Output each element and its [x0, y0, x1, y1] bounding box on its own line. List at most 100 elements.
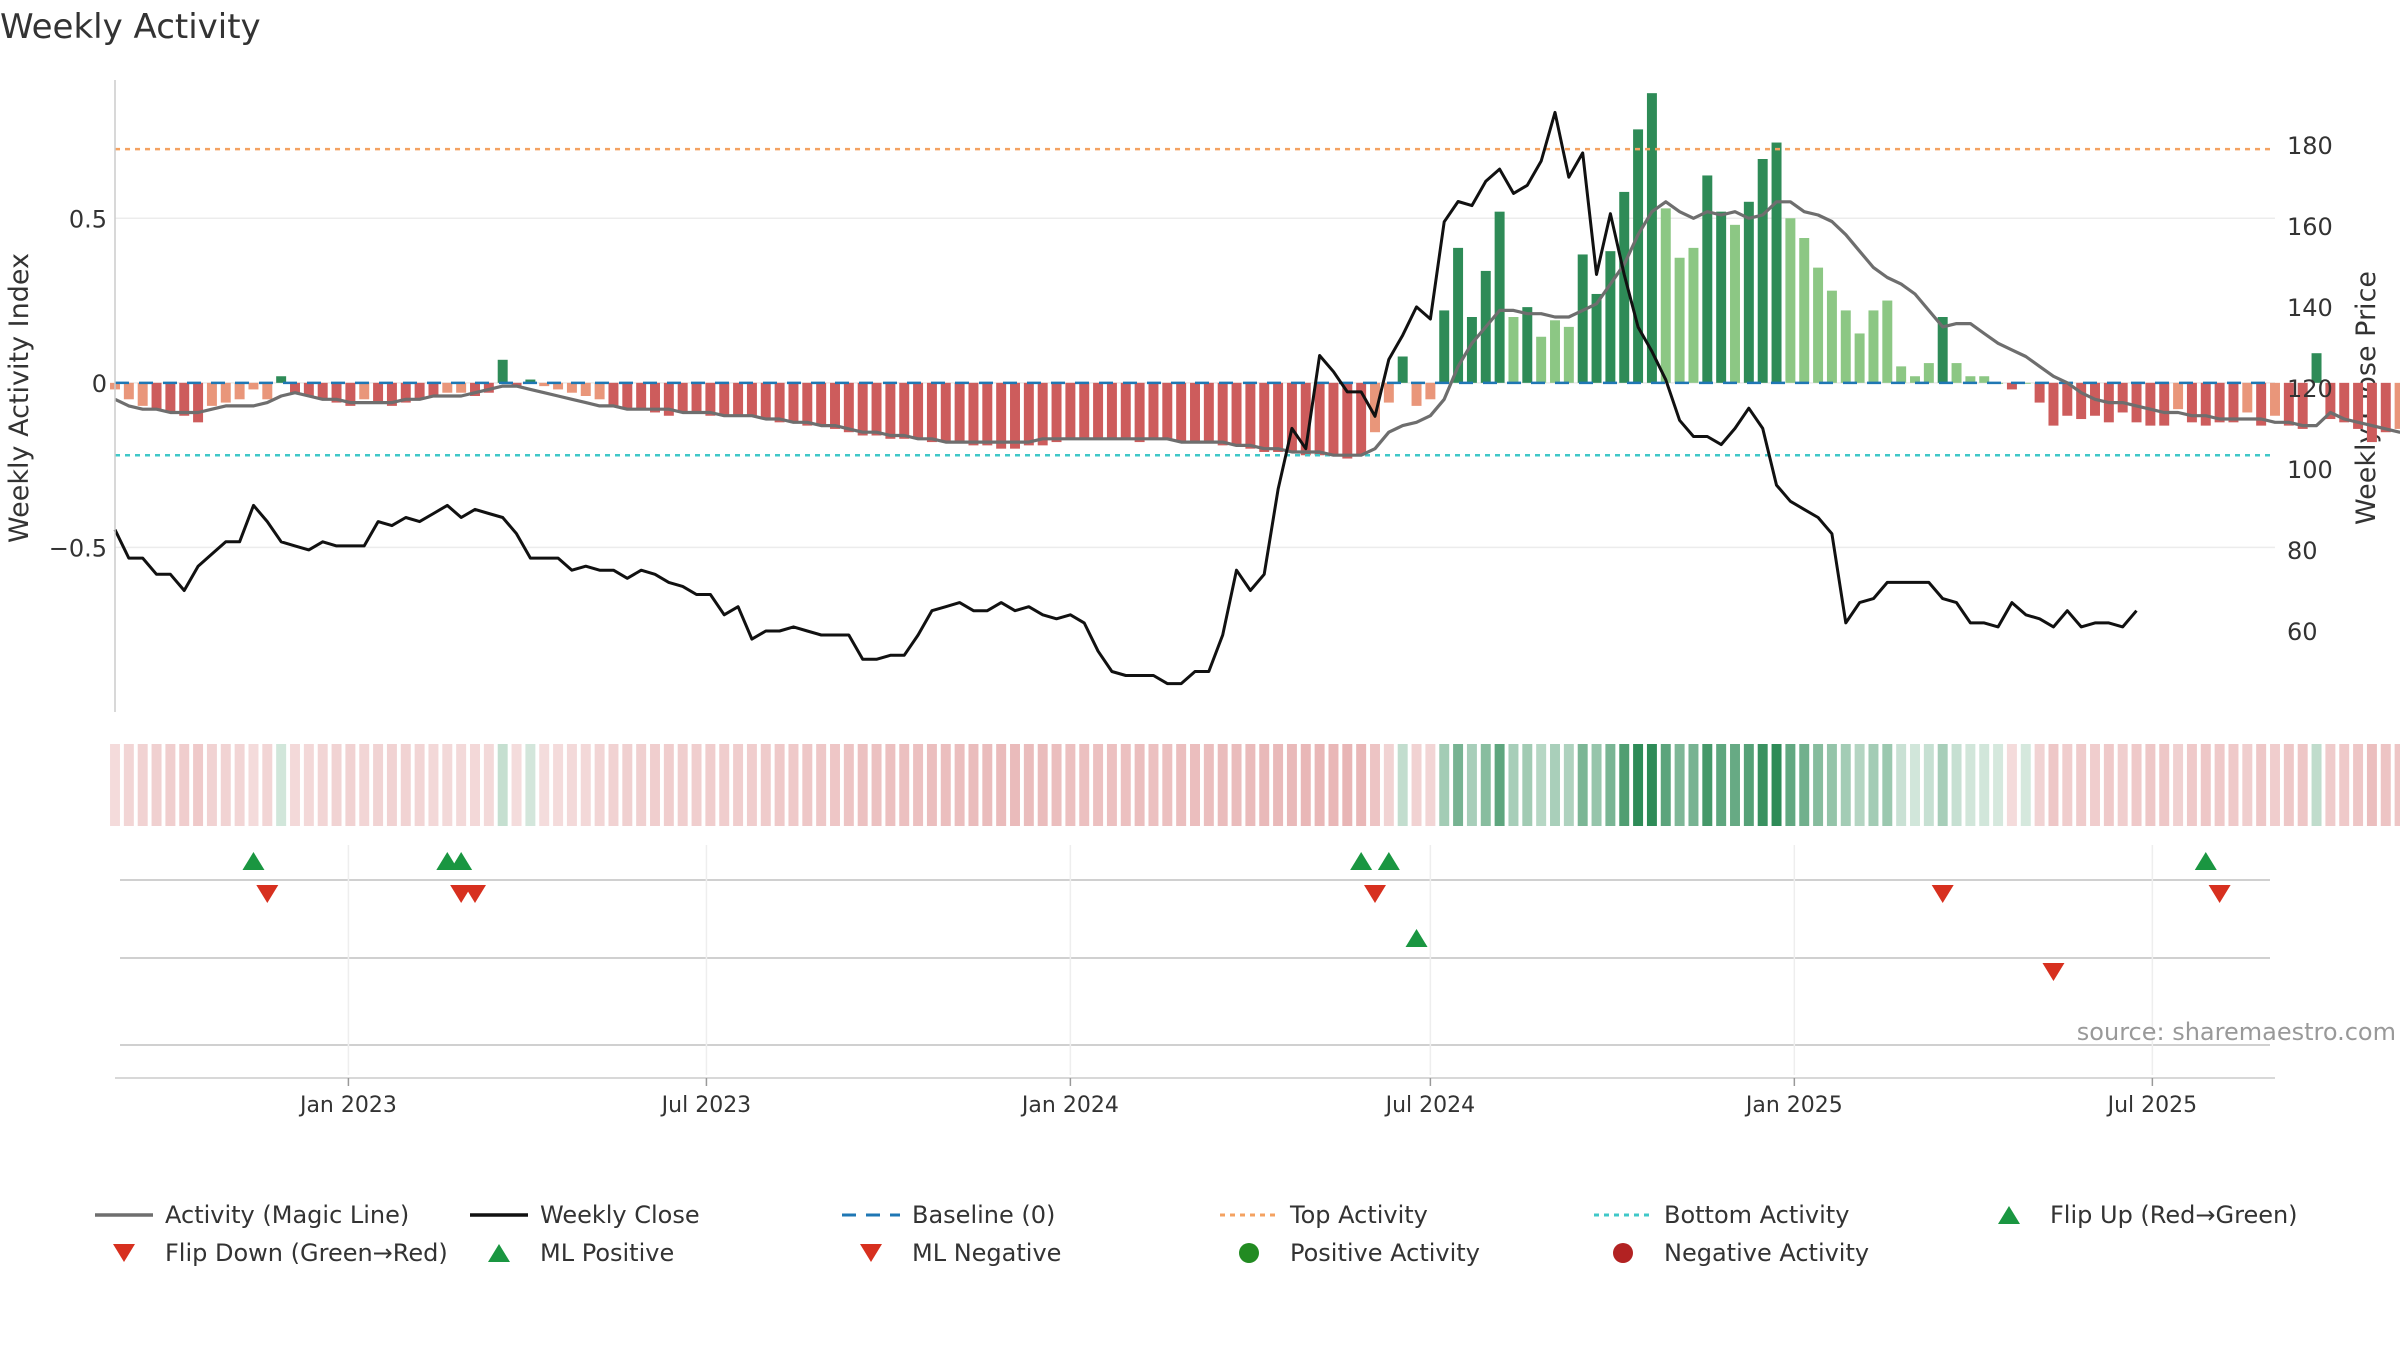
heat-cell — [165, 744, 176, 826]
heat-cell — [968, 744, 979, 826]
heat-cell — [1286, 744, 1297, 826]
activity-bar — [2311, 353, 2322, 383]
legend-label: Negative Activity — [1664, 1239, 1870, 1267]
legend-item: Top Activity — [1218, 1198, 1428, 1232]
activity-bar — [1757, 159, 1768, 383]
heat-cell — [1619, 744, 1630, 826]
activity-bar — [1425, 382, 1436, 400]
heat-cell — [760, 744, 771, 826]
legend-item: Bottom Activity — [1592, 1198, 1849, 1232]
activity-bar — [303, 382, 314, 396]
magic-line — [114, 200, 2400, 457]
activity-bar — [1010, 382, 1020, 449]
heat-cell — [1937, 744, 1948, 826]
weekly-close-line — [113, 110, 2138, 686]
heat-cell — [2325, 744, 2336, 826]
heat-cell — [1010, 744, 1020, 826]
heat-cell — [1190, 744, 1200, 826]
activity-bar — [290, 382, 300, 393]
y-right-tick-label: 80 — [2287, 537, 2318, 565]
heat-cell — [1300, 744, 1311, 826]
solid-line-gray-icon — [95, 1213, 153, 1217]
heat-cell — [913, 744, 924, 826]
heat-cell — [1577, 744, 1588, 826]
heat-cell — [1356, 744, 1367, 826]
heat-cell — [1342, 744, 1353, 826]
heat-cell — [2283, 744, 2294, 826]
heat-cell — [830, 744, 840, 826]
heat-cell — [1799, 744, 1810, 826]
heat-cell — [816, 744, 827, 826]
activity-bar — [345, 382, 356, 406]
heat-cell — [1079, 744, 1090, 826]
activity-bar — [262, 382, 273, 400]
heat-cell — [2090, 744, 2100, 826]
activity-bar — [1383, 382, 1394, 403]
heat-cell — [1868, 744, 1879, 826]
heat-cell — [123, 744, 134, 826]
heat-cell — [954, 744, 965, 826]
activity-bar — [1466, 317, 1477, 383]
activity-bar — [1397, 356, 1408, 383]
heat-cell — [1120, 744, 1131, 826]
solid-line-black-icon — [470, 1213, 528, 1217]
activity-bar — [580, 382, 591, 396]
activity-bar — [553, 382, 564, 390]
heat-cell — [193, 744, 204, 826]
heat-cell — [1896, 744, 1907, 826]
activity-bar — [622, 382, 633, 410]
activity-bar — [1605, 251, 1616, 383]
activity-bar — [1882, 300, 1893, 383]
legend-item: ML Positive — [468, 1236, 674, 1270]
circle-darkred-icon — [1613, 1243, 1633, 1263]
heat-cell — [1757, 744, 1768, 826]
x-tick-label: Jan 2023 — [298, 1093, 397, 1118]
activity-bar — [2297, 382, 2308, 429]
activity-bar — [2186, 382, 2197, 423]
activity-bar — [359, 382, 370, 400]
activity-bar — [123, 382, 134, 400]
activity-bar — [456, 382, 467, 393]
activity-bar — [982, 382, 993, 446]
heat-cell — [262, 744, 273, 826]
activity-bar — [788, 382, 799, 423]
legend-item: Baseline (0) — [840, 1198, 1055, 1232]
heat-cell — [1882, 744, 1893, 826]
heat-cell — [2200, 744, 2211, 826]
heat-cell — [1840, 744, 1851, 826]
heat-cell — [1397, 744, 1408, 826]
heat-cell — [1203, 744, 1214, 826]
heat-cell — [553, 744, 564, 826]
heat-cell — [1411, 744, 1422, 826]
heat-cell — [1134, 744, 1145, 826]
heat-cell — [636, 744, 647, 826]
heat-cell — [1550, 744, 1560, 826]
activity-bar — [1951, 363, 1962, 383]
heat-cell — [428, 744, 439, 826]
circle-green-icon — [1239, 1243, 1259, 1263]
activity-bar — [663, 382, 674, 416]
heat-cell — [2353, 744, 2364, 826]
x-tick-label: Jan 2024 — [1020, 1093, 1119, 1118]
ml-flip-up-marker — [242, 852, 265, 870]
heat-cell — [1688, 744, 1699, 826]
heat-cell — [1106, 744, 1117, 826]
heat-cell — [1910, 744, 1920, 826]
heat-cell — [2062, 744, 2073, 826]
activity-bar — [2283, 382, 2294, 426]
legend-item: Positive Activity — [1218, 1236, 1480, 1270]
activity-bar — [1328, 382, 1339, 456]
activity-bar — [428, 382, 439, 396]
heat-cell — [359, 744, 370, 826]
activity-bar — [566, 382, 577, 393]
heat-cell — [608, 744, 619, 826]
heat-cell — [1328, 744, 1339, 826]
activity-bar — [760, 382, 771, 420]
heat-cell — [1536, 744, 1547, 826]
heat-cell — [996, 744, 1007, 826]
legend-label: Flip Down (Green→Red) — [165, 1239, 448, 1267]
activity-bar — [1688, 247, 1699, 383]
activity-bar — [705, 382, 716, 416]
y-right-tick-label: 120 — [2287, 375, 2333, 403]
activity-bar — [2020, 382, 2031, 384]
